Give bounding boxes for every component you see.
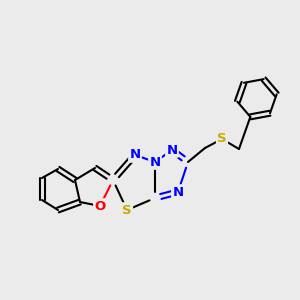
Text: S: S — [217, 133, 227, 146]
Text: N: N — [129, 148, 141, 161]
Text: S: S — [122, 203, 132, 217]
Text: N: N — [167, 143, 178, 157]
Text: O: O — [94, 200, 106, 212]
Text: N: N — [149, 155, 161, 169]
Text: N: N — [172, 185, 184, 199]
